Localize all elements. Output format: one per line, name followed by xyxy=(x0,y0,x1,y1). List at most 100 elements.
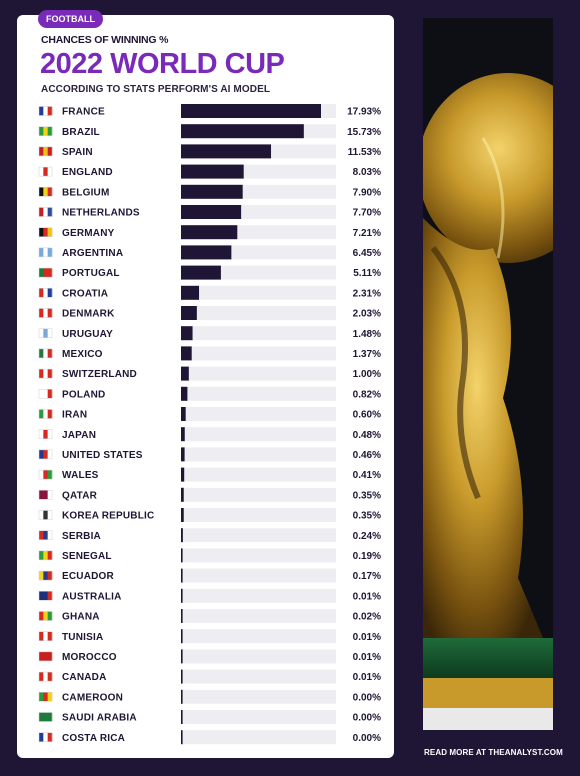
ghana-flag-icon-stripe xyxy=(47,611,53,621)
value-label: 5.11% xyxy=(353,268,381,279)
spain-flag-icon-stripe xyxy=(39,146,44,156)
cameroon-flag-icon-stripe xyxy=(39,692,44,702)
country-label: QATAR xyxy=(62,490,98,501)
serbia-flag-icon-stripe xyxy=(47,530,53,540)
australia-flag-icon-stripe xyxy=(39,591,44,601)
country-label: MOROCCO xyxy=(62,652,117,663)
value-label: 1.00% xyxy=(353,369,381,380)
bar-track xyxy=(181,710,336,724)
bar-track xyxy=(181,407,336,421)
serbia-flag-icon xyxy=(38,530,53,540)
read-more-link[interactable]: READ MORE AT THEANALYST.COM xyxy=(424,748,563,757)
senegal-flag-icon-stripe xyxy=(47,550,53,560)
tunisia-flag-icon xyxy=(38,631,53,641)
bar xyxy=(181,427,185,442)
bar xyxy=(181,649,183,664)
serbia-flag-icon-stripe xyxy=(39,530,44,540)
country-label: UNITED STATES xyxy=(62,450,143,461)
mexico-flag-icon-stripe xyxy=(43,348,48,358)
bar xyxy=(181,548,183,563)
costa-rica-flag-icon-stripe xyxy=(39,732,44,742)
bar xyxy=(181,528,183,543)
cameroon-flag-icon-stripe xyxy=(43,692,48,702)
bar xyxy=(181,164,244,179)
england-flag-icon-stripe xyxy=(47,167,53,177)
brazil-flag-icon-stripe xyxy=(39,126,44,136)
cameroon-flag-icon-stripe xyxy=(47,692,53,702)
bar-track xyxy=(181,326,336,341)
mexico-flag-icon-stripe xyxy=(47,348,53,358)
country-label: CROATIA xyxy=(62,288,108,299)
bar xyxy=(181,629,183,644)
wales-flag-icon-stripe xyxy=(47,470,53,480)
bar xyxy=(181,689,183,704)
senegal-flag-icon xyxy=(38,550,53,561)
ecuador-flag-icon-stripe xyxy=(39,571,44,581)
bar-track xyxy=(181,487,336,502)
bar xyxy=(181,669,183,684)
country-label: IRAN xyxy=(62,410,87,421)
bar xyxy=(181,104,321,118)
value-label: 0.46% xyxy=(353,450,381,461)
bar-track xyxy=(181,306,336,320)
serbia-flag-icon-stripe xyxy=(43,530,48,540)
value-label: 1.48% xyxy=(353,329,381,340)
country-label: TUNISIA xyxy=(62,632,103,643)
value-label: 1.37% xyxy=(353,349,381,360)
ecuador-flag-icon-stripe xyxy=(43,571,48,581)
country-label: WALES xyxy=(62,470,99,481)
category-badge[interactable]: FOOTBALL xyxy=(38,10,103,28)
belgium-flag-icon-stripe xyxy=(39,187,44,197)
australia-flag-icon-stripe xyxy=(43,591,48,601)
bar xyxy=(181,144,272,159)
value-label: 0.00% xyxy=(353,713,381,724)
france-flag-icon-stripe xyxy=(39,106,44,116)
croatia-flag-icon-stripe xyxy=(47,288,53,298)
bar-track xyxy=(181,346,336,361)
costa-rica-flag-icon xyxy=(38,732,53,742)
value-label: 2.03% xyxy=(353,309,381,320)
switzerland-flag-icon-stripe xyxy=(47,369,53,379)
value-label: 0.01% xyxy=(353,672,381,683)
country-label: SPAIN xyxy=(62,147,93,158)
argentina-flag-icon xyxy=(38,247,53,258)
ghana-flag-icon xyxy=(38,611,53,621)
country-label: PORTUGAL xyxy=(62,268,120,279)
bar-track xyxy=(181,689,336,704)
country-label: SENEGAL xyxy=(62,551,112,562)
value-label: 0.35% xyxy=(353,511,381,522)
costa-rica-flag-icon-stripe xyxy=(43,732,48,742)
poland-flag-icon-stripe xyxy=(39,389,44,399)
brazil-flag-icon-stripe xyxy=(47,126,53,136)
netherlands-flag-icon xyxy=(38,207,53,217)
value-label: 0.60% xyxy=(353,410,381,421)
france-flag-icon-stripe xyxy=(47,106,53,116)
value-label: 2.31% xyxy=(353,288,381,299)
country-label: AUSTRALIA xyxy=(62,591,122,602)
country-label: BRAZIL xyxy=(62,127,100,138)
ghana-flag-icon-stripe xyxy=(39,611,44,621)
switzerland-flag-icon xyxy=(38,368,53,379)
bar xyxy=(181,225,238,240)
korea-republic-flag-icon-stripe xyxy=(47,510,53,520)
qatar-flag-icon-stripe xyxy=(47,490,53,500)
spain-flag-icon-stripe xyxy=(43,146,48,156)
country-label: BELGIUM xyxy=(62,187,110,198)
value-label: 0.01% xyxy=(353,652,381,663)
england-flag-icon-stripe xyxy=(39,167,44,177)
value-label: 0.35% xyxy=(353,490,381,501)
switzerland-flag-icon-stripe xyxy=(39,369,44,379)
tunisia-flag-icon-stripe xyxy=(47,631,53,641)
bar-track xyxy=(181,568,336,583)
belgium-flag-icon xyxy=(38,187,53,197)
country-label: ENGLAND xyxy=(62,167,113,178)
value-label: 15.73% xyxy=(347,127,381,138)
poland-flag-icon-stripe xyxy=(43,389,48,399)
france-flag-icon-stripe xyxy=(43,106,48,116)
country-label: CANADA xyxy=(62,672,107,683)
canada-flag-icon xyxy=(38,671,53,682)
croatia-flag-icon-stripe xyxy=(43,288,48,298)
country-label: KOREA REPUBLIC xyxy=(62,511,154,522)
germany-flag-icon xyxy=(38,227,53,237)
bar xyxy=(181,366,189,381)
